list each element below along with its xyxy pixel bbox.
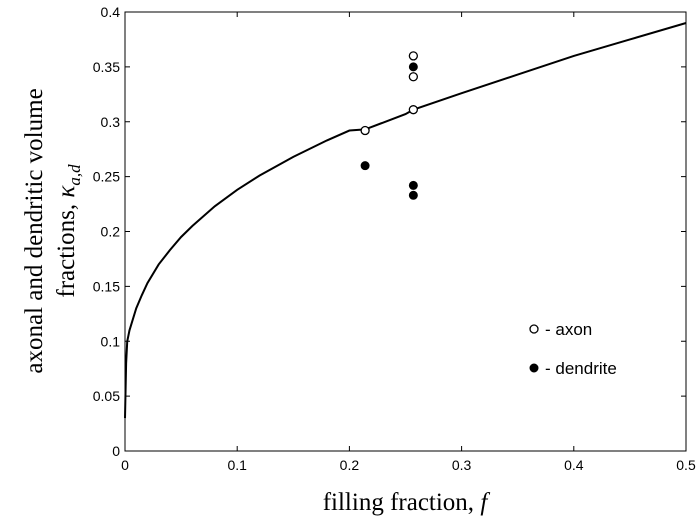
legend-dendrite-label: - dendrite (545, 359, 617, 378)
dendrite-point-1 (408, 62, 418, 72)
dendrite-point-2 (408, 180, 418, 190)
fit-curve (124, 22, 687, 419)
axon-point-3 (408, 51, 419, 61)
x-axis-symbol: f (480, 489, 490, 516)
y-tick-label: 0.05 (93, 388, 120, 404)
plot-frame (124, 11, 687, 452)
y-tick-label: 0 (112, 443, 120, 459)
dendrite-point-0 (360, 161, 370, 171)
y-axis-symbol-subscript: a,d (65, 164, 84, 186)
axon-point-2 (408, 72, 419, 82)
x-axis-label-text: filling fraction, (323, 489, 481, 516)
y-axis-symbol: κ (53, 185, 80, 198)
x-tick-label: 0.4 (564, 457, 584, 473)
x-axis-ticks: 0 0.1 0.2 0.3 0.4 0.5 (121, 12, 696, 473)
x-tick-label: 0.1 (227, 457, 247, 473)
legend: - axon - dendrite (529, 320, 617, 378)
x-tick-label: 0 (121, 457, 129, 473)
y-tick-label: 0.1 (101, 333, 121, 349)
axon-point-1 (408, 105, 419, 115)
y-axis-label-line2-text: fractions, (53, 198, 80, 298)
y-tick-label: 0.2 (101, 224, 121, 240)
y-tick-label: 0.4 (101, 4, 121, 20)
legend-axon-marker (529, 324, 539, 334)
y-tick-label: 0.35 (93, 59, 120, 75)
axon-point-0 (360, 125, 370, 136)
legend-dendrite-marker (529, 363, 539, 373)
x-axis-label: filling fraction, f (323, 489, 491, 516)
y-axis-label-line2: fractions, κa,d (53, 164, 84, 298)
x-tick-label: 0.2 (340, 457, 360, 473)
y-tick-label: 0.25 (93, 169, 120, 185)
y-axis-label-line1: axonal and dendritic volume (21, 88, 48, 373)
y-tick-label: 0.3 (101, 114, 121, 130)
y-tick-label: 0.15 (93, 278, 120, 294)
x-tick-label: 0.3 (452, 457, 472, 473)
y-axis-ticks: 0 0.05 0.1 0.15 0.2 0.25 0.3 0.35 0.4 (93, 4, 686, 459)
data-points (360, 51, 419, 200)
x-tick-label: 0.5 (676, 457, 696, 473)
dendrite-point-3 (408, 190, 418, 200)
legend-axon-label: - axon (545, 320, 592, 339)
